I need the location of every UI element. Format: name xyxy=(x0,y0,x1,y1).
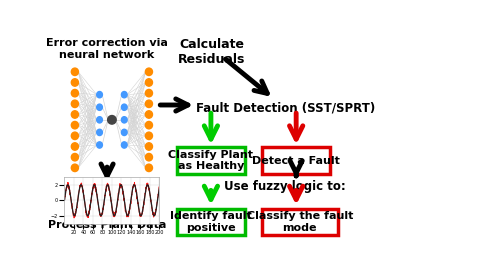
Text: Process Plant Data: Process Plant Data xyxy=(48,220,166,230)
Text: Use fuzzy logic to:: Use fuzzy logic to: xyxy=(224,180,346,193)
FancyBboxPatch shape xyxy=(177,209,244,235)
Text: Detect a Fault: Detect a Fault xyxy=(252,156,340,166)
Text: Classify the fault
mode: Classify the fault mode xyxy=(246,211,353,233)
Text: Calculate
Residuals: Calculate Residuals xyxy=(178,38,246,66)
Text: Classify Plant
as Healthy: Classify Plant as Healthy xyxy=(168,150,253,171)
FancyBboxPatch shape xyxy=(177,147,244,174)
Text: Error correction via
neural network: Error correction via neural network xyxy=(46,38,168,60)
Text: Identify fault
positive: Identify fault positive xyxy=(170,211,252,233)
FancyBboxPatch shape xyxy=(262,147,330,174)
Text: Fault Detection (SST/SPRT): Fault Detection (SST/SPRT) xyxy=(196,102,375,115)
FancyBboxPatch shape xyxy=(262,209,338,235)
